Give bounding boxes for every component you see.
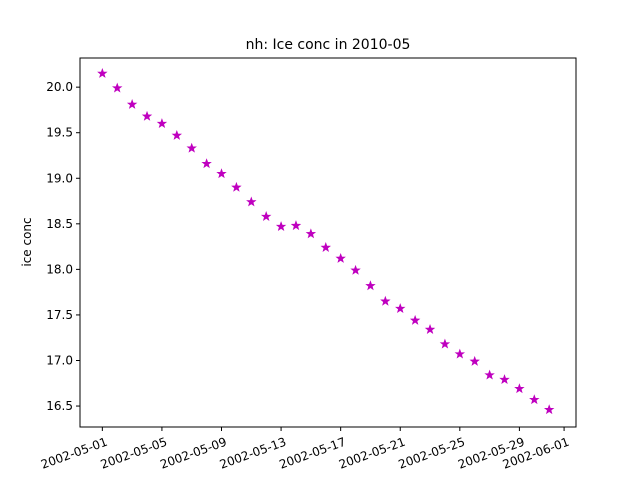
x-tick-label: 2002-05-25 <box>397 435 467 472</box>
data-point <box>529 394 540 405</box>
data-point <box>201 158 212 169</box>
x-tick-label: 2002-05-01 <box>39 435 109 472</box>
data-point <box>305 228 317 239</box>
data-point <box>335 252 346 263</box>
data-point <box>216 168 227 179</box>
data-point <box>126 98 138 109</box>
data-point <box>246 196 257 207</box>
data-point <box>409 314 421 325</box>
y-tick-label: 19.5 <box>46 126 73 140</box>
data-point <box>543 404 555 415</box>
data-point <box>365 280 376 291</box>
x-tick-label: 2002-05-17 <box>277 435 347 472</box>
y-tick-label: 18.5 <box>46 217 73 231</box>
data-point <box>484 369 495 380</box>
data-point <box>320 242 331 252</box>
data-point <box>275 221 287 231</box>
y-tick-label: 18.0 <box>46 262 73 276</box>
data-point <box>156 118 168 129</box>
y-tick-label: 17.0 <box>46 353 73 367</box>
data-point <box>171 129 183 140</box>
y-axis-label: ice conc <box>20 217 34 266</box>
x-tick-label: 2002-05-13 <box>218 435 288 472</box>
data-point <box>260 211 272 221</box>
data-point <box>350 264 361 275</box>
data-point <box>395 303 406 313</box>
data-point <box>499 374 510 385</box>
y-tick-label: 19.0 <box>46 171 73 185</box>
chart-title: nh: Ice conc in 2010-05 <box>246 37 411 53</box>
data-point <box>112 82 123 93</box>
data-point <box>380 295 391 306</box>
x-tick-label: 2002-05-09 <box>158 435 228 472</box>
data-point <box>439 338 451 349</box>
data-point <box>454 348 466 359</box>
data-point <box>97 68 108 78</box>
data-point <box>141 110 153 121</box>
data-point <box>290 220 302 231</box>
x-tick-label: 2002-05-05 <box>99 435 169 472</box>
data-point <box>186 142 197 153</box>
x-tick-label: 2002-05-21 <box>337 435 407 472</box>
data-point <box>231 181 242 192</box>
data-point <box>424 324 436 334</box>
y-tick-label: 16.5 <box>46 399 73 413</box>
data-point <box>469 355 480 366</box>
y-tick-label: 17.5 <box>46 308 73 322</box>
y-tick-label: 20.0 <box>46 80 73 94</box>
plot-area-frame <box>79 57 577 428</box>
data-point <box>514 383 525 394</box>
